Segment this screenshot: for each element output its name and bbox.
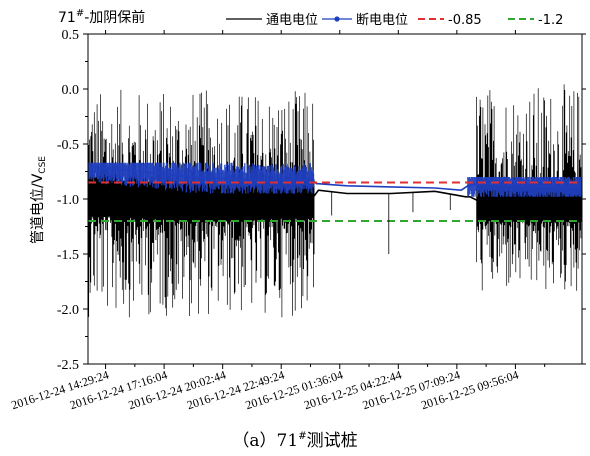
legend-label: -1.2	[538, 13, 563, 28]
y-tick-label: -1.0	[57, 193, 79, 208]
legend-marker	[334, 16, 340, 22]
plot-area	[88, 84, 582, 318]
y-tick-label: -2.0	[57, 303, 79, 318]
on-potential-spikes	[88, 89, 315, 318]
y-tick-label: -2.5	[57, 358, 79, 373]
y-axis-label: 管道电位/VCSE	[30, 156, 48, 244]
y-tick-label: 0.5	[62, 28, 80, 43]
y-tick-label: 0.0	[62, 83, 80, 98]
legend-label: 通电电位	[266, 13, 318, 28]
legend-item-3: -1.2	[508, 13, 563, 28]
series-line-series-1	[88, 165, 582, 192]
legend-item-0: 通电电位	[226, 13, 318, 28]
series-on-noise-0	[88, 89, 315, 318]
y-tick-label: -1.5	[57, 248, 79, 263]
chart-title: 71#-加阴保前	[58, 8, 145, 26]
mid-period-spikes	[331, 191, 451, 254]
legend-item-1: 断电电位	[322, 13, 408, 28]
y-tick-label: -0.5	[57, 138, 79, 153]
legend: 通电电位 断电电位 -0.85 -1.2	[226, 13, 563, 28]
series-line-series-0	[88, 189, 582, 204]
figure-caption: （a）71#测试桩	[232, 431, 357, 451]
legend-label: -0.85	[448, 13, 482, 28]
legend-label: 断电电位	[356, 13, 408, 28]
legend-item-2: -0.85	[418, 13, 482, 28]
